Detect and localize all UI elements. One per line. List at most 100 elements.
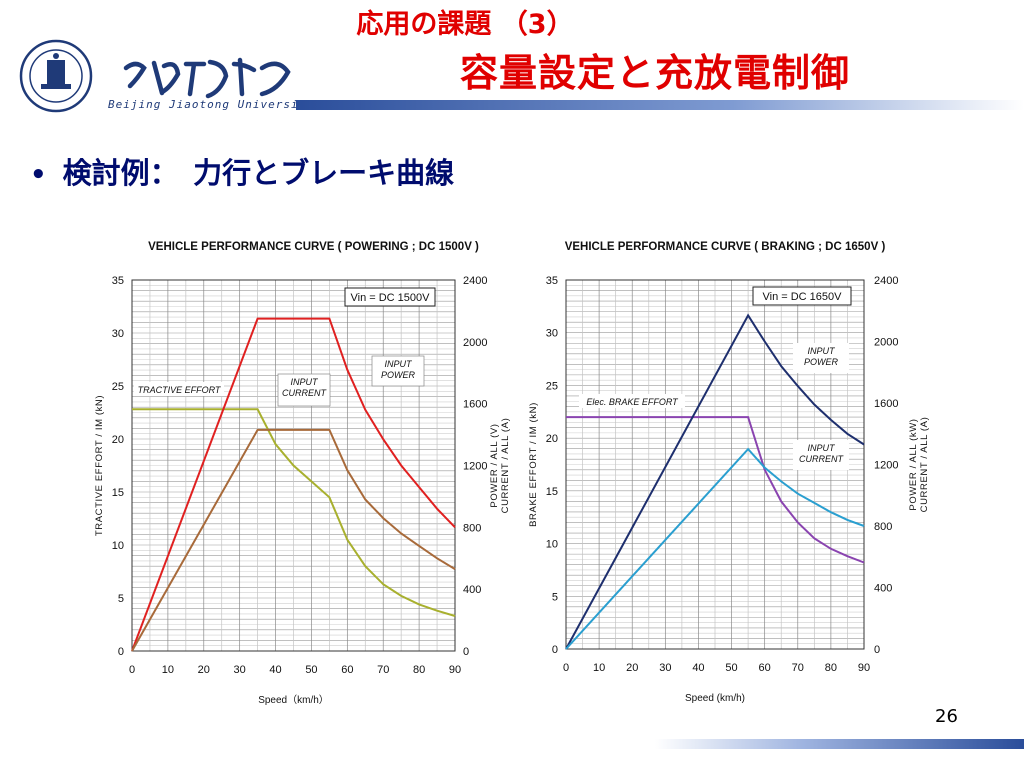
plot-frame <box>565 279 865 650</box>
series-label: Elec. BRAKE EFFORT <box>579 394 685 408</box>
svg-text:CURRENT: CURRENT <box>282 388 328 398</box>
chart-title: VEHICLE PERFORMANCE CURVE ( BRAKING ; DC… <box>565 241 886 253</box>
y-left-tick-label: 30 <box>112 328 124 340</box>
x-axis-label: Speed (km/h) <box>685 693 745 704</box>
y-left-tick-label: 35 <box>546 275 558 287</box>
bullet-dot-icon: • <box>30 160 47 190</box>
x-tick-label: 80 <box>825 662 837 674</box>
y-right-axis-label-current: CURRENT / ALL (A) <box>500 418 510 514</box>
series-line-tractive-effort <box>132 408 456 617</box>
x-axis-label: Speed（km/h） <box>258 694 329 706</box>
svg-text:TRACTIVE EFFORT: TRACTIVE EFFORT <box>138 385 222 395</box>
y-right-tick-label: 2000 <box>874 337 898 349</box>
y-right-tick-label: 2400 <box>463 275 487 287</box>
series-label: TRACTIVE EFFORT <box>134 382 224 396</box>
y-right-tick-label: 0 <box>874 644 880 656</box>
y-left-tick-label: 10 <box>546 539 558 551</box>
y-left-tick-label: 0 <box>552 644 558 656</box>
y-right-tick-label: 0 <box>463 646 469 658</box>
y-right-axis-label-power: POWER / ALL (V) <box>489 423 500 507</box>
x-tick-label: 70 <box>792 662 804 674</box>
voltage-box: Vin = DC 1500V <box>344 287 436 307</box>
x-tick-label: 0 <box>129 664 135 676</box>
y-right-axis-label-power: POWER / ALL (kW) <box>908 418 919 510</box>
y-left-tick-label: 20 <box>546 433 558 445</box>
bullet-item: • 検討例： 力行とブレーキ曲線 <box>30 150 454 192</box>
x-tick-label: 20 <box>626 662 638 674</box>
x-tick-label: 10 <box>593 662 605 674</box>
svg-text:Vin = DC 1500V: Vin = DC 1500V <box>351 292 431 304</box>
y-left-tick-label: 25 <box>112 381 124 393</box>
y-right-axis-label-current: CURRENT / ALL (A) <box>919 417 930 513</box>
series-line-input-power <box>131 317 456 652</box>
y-right-tick-label: 1600 <box>463 399 487 411</box>
svg-text:Elec. BRAKE EFFORT: Elec. BRAKE EFFORT <box>586 397 679 407</box>
y-right-tick-label: 800 <box>463 522 481 534</box>
y-right-tick-label: 1200 <box>874 460 898 472</box>
y-left-tick-label: 5 <box>552 591 558 603</box>
y-right-tick-label: 1600 <box>874 398 898 410</box>
y-left-tick-label: 20 <box>112 434 124 446</box>
x-tick-label: 80 <box>413 664 425 676</box>
chart-powering: VEHICLE PERFORMANCE CURVE ( POWERING ; D… <box>94 241 510 706</box>
x-tick-label: 50 <box>725 662 737 674</box>
series-line-input-power <box>565 313 865 650</box>
page-number: 26 <box>935 706 958 727</box>
svg-text:INPUT: INPUT <box>291 377 320 387</box>
voltage-box: Vin = DC 1650V <box>752 286 852 306</box>
svg-text:INPUT: INPUT <box>808 346 837 356</box>
chart-braking: VEHICLE PERFORMANCE CURVE ( BRAKING ; DC… <box>528 241 930 704</box>
y-left-tick-label: 30 <box>546 328 558 340</box>
x-tick-label: 90 <box>858 662 870 674</box>
university-logo <box>14 38 314 118</box>
y-left-tick-label: 10 <box>112 540 124 552</box>
y-right-tick-label: 2000 <box>463 337 487 349</box>
x-tick-label: 40 <box>692 662 704 674</box>
university-seal-icon <box>19 39 291 113</box>
series-line-input-current <box>565 447 865 650</box>
svg-text:POWER: POWER <box>804 357 839 367</box>
series-line-elec-brake-effort <box>566 416 865 564</box>
y-right-tick-label: 2400 <box>874 275 898 287</box>
series-line-input-current <box>131 428 456 652</box>
y-right-tick-label: 800 <box>874 521 892 533</box>
svg-text:POWER: POWER <box>381 370 416 380</box>
x-tick-label: 0 <box>563 662 569 674</box>
svg-text:CURRENT: CURRENT <box>799 454 845 464</box>
plot-frame <box>131 279 456 652</box>
x-tick-label: 20 <box>198 664 210 676</box>
y-left-tick-label: 35 <box>112 275 124 287</box>
y-right-tick-label: 400 <box>874 583 892 595</box>
chart-title: VEHICLE PERFORMANCE CURVE ( POWERING ; D… <box>148 241 479 253</box>
y-left-tick-label: 0 <box>118 646 124 658</box>
x-tick-label: 30 <box>659 662 671 674</box>
header-accent-bar <box>296 100 1024 110</box>
x-tick-label: 50 <box>305 664 317 676</box>
slide-title-line1: 応用の課題 （3） <box>356 9 574 40</box>
x-tick-label: 90 <box>449 664 461 676</box>
y-left-axis-label: TRACTIVE EFFORT / IM (kN) <box>94 395 105 536</box>
university-name: Beijing Jiaotong University <box>108 98 314 111</box>
y-left-tick-label: 15 <box>546 486 558 498</box>
bullet-text: 検討例： 力行とブレーキ曲線 <box>62 156 455 190</box>
svg-text:INPUT: INPUT <box>808 443 837 453</box>
y-left-tick-label: 5 <box>118 593 124 605</box>
y-left-tick-label: 25 <box>546 380 558 392</box>
svg-text:INPUT: INPUT <box>385 359 414 369</box>
x-tick-label: 60 <box>759 662 771 674</box>
x-tick-label: 70 <box>377 664 389 676</box>
y-right-tick-label: 400 <box>463 584 481 596</box>
y-left-tick-label: 15 <box>112 487 124 499</box>
y-right-tick-label: 1200 <box>463 461 487 473</box>
x-tick-label: 30 <box>234 664 246 676</box>
x-tick-label: 10 <box>162 664 174 676</box>
footer-accent-bar <box>655 739 1024 749</box>
y-left-axis-label: BRAKE EFFORT / IM (kN) <box>528 402 539 527</box>
x-tick-label: 40 <box>269 664 281 676</box>
x-tick-label: 60 <box>341 664 353 676</box>
svg-text:Vin = DC 1650V: Vin = DC 1650V <box>763 291 843 303</box>
